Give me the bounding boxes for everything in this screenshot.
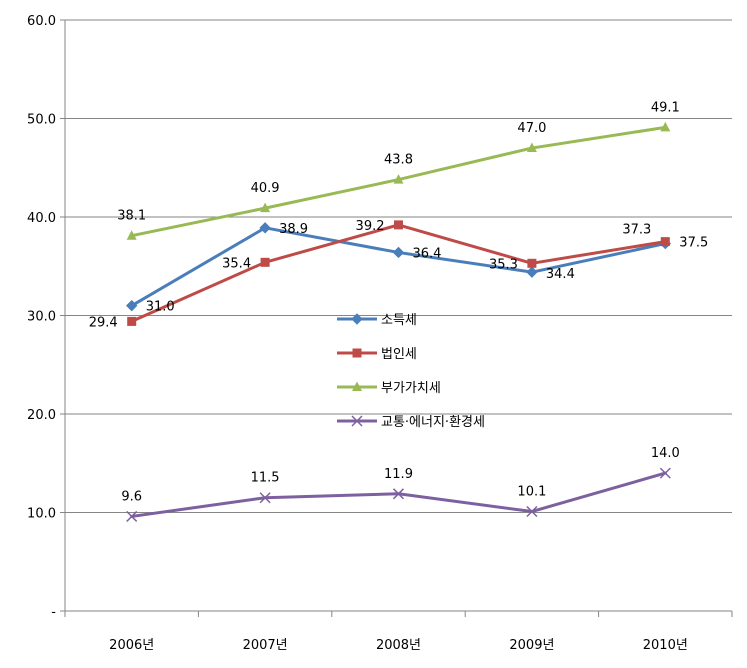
data-point [526, 266, 538, 278]
data-point [260, 202, 271, 213]
legend-label: 소득세 [381, 313, 417, 328]
marker-stroke [126, 510, 138, 522]
data-point [260, 257, 270, 267]
data-point [259, 222, 271, 234]
data-point [259, 492, 271, 504]
data-label: 11.5 [251, 471, 280, 486]
data-label: 34.4 [546, 267, 575, 282]
marker-stroke [659, 467, 671, 479]
legend-marker [352, 381, 362, 391]
legend-label: 법인세 [381, 347, 417, 362]
data-label: 31.0 [146, 300, 175, 315]
y-tick-label: - [51, 605, 56, 620]
data-point [126, 230, 137, 240]
data-point [660, 121, 671, 132]
data-label: 37.3 [622, 223, 651, 238]
data-label: 47.0 [517, 121, 546, 136]
legend-label: 교통·에너지·환경세 [381, 415, 485, 430]
data-point [659, 467, 671, 479]
x-tick-label: 2010년 [643, 638, 688, 653]
legend-marker [351, 415, 363, 427]
legend-marker [352, 348, 362, 358]
data-label: 37.5 [679, 236, 708, 251]
y-tick-label: 40.0 [27, 211, 56, 226]
data-label: 38.9 [279, 222, 308, 237]
data-point [526, 142, 537, 153]
legend-item: 소득세 [337, 313, 417, 328]
x-tick-label: 2006년 [109, 638, 154, 653]
data-point [660, 237, 670, 247]
data-label: 35.3 [489, 257, 518, 272]
marker-stroke [526, 505, 538, 518]
data-label: 38.1 [117, 209, 146, 224]
y-tick-label: 50.0 [27, 113, 56, 128]
x-tick-label: 2007년 [243, 638, 288, 653]
data-point [394, 220, 403, 230]
y-tick-label: 20.0 [27, 408, 56, 423]
data-label: 49.1 [651, 100, 680, 115]
data-point [127, 316, 137, 326]
x-tick-label: 2008년 [376, 638, 421, 653]
series-line [130, 226, 667, 308]
axis-layer: - 10.0 20.0 30.0 40.0 50.0 60.0 2006년 2007년 2008년… [27, 14, 733, 653]
data-label: 11.9 [384, 467, 413, 482]
series-line [130, 223, 667, 323]
y-tick-label: 30.0 [27, 310, 56, 325]
data-label-layer: 31.0 38.9 36.4 34.4 37.3 29.4 35.4 39.2 35.3 37.5… [89, 100, 709, 504]
data-label: 29.4 [89, 315, 118, 330]
legend-item: 교통·에너지·환경세 [337, 415, 485, 430]
data-point [126, 510, 138, 522]
data-label: 36.4 [413, 246, 442, 261]
marker-stroke [351, 415, 363, 427]
legend-marker [351, 313, 363, 325]
y-tick-label: 10.0 [27, 507, 56, 522]
data-point [393, 174, 404, 184]
marker-stroke [259, 492, 271, 504]
data-label: 14.0 [651, 446, 680, 461]
data-label: 35.4 [222, 256, 251, 271]
data-point [527, 258, 537, 268]
data-label: 10.1 [517, 485, 546, 500]
legend-item: 법인세 [337, 347, 417, 362]
data-point [392, 488, 405, 500]
grid-layer [65, 19, 732, 513]
data-label: 39.2 [356, 219, 385, 234]
legend-label: 부가가치세 [381, 381, 441, 396]
x-tick-label: 2009년 [509, 638, 554, 653]
data-point [392, 246, 405, 259]
data-point [125, 299, 138, 312]
y-tick-label: 60.0 [27, 14, 56, 29]
data-label: 43.8 [384, 153, 413, 168]
data-point [526, 505, 538, 518]
series-layer [125, 121, 672, 522]
marker-stroke [392, 488, 405, 500]
data-label: 40.9 [251, 181, 280, 196]
data-label: 9.6 [121, 489, 142, 504]
legend-item: 부가가치세 [337, 381, 441, 396]
